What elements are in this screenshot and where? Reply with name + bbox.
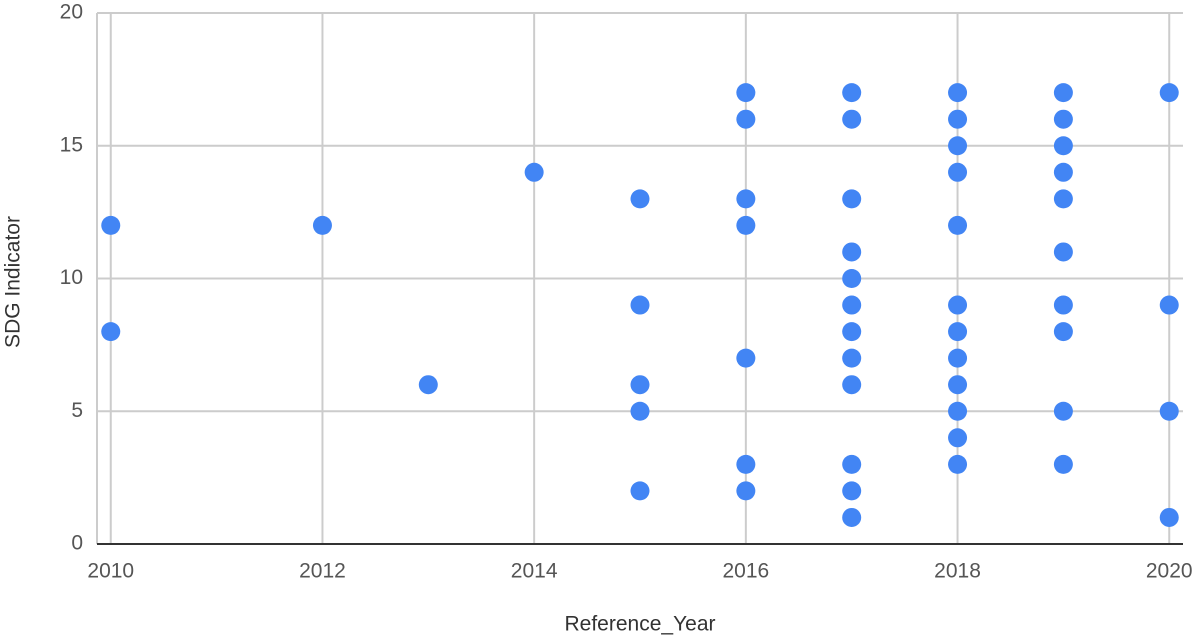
point xyxy=(736,348,756,368)
point xyxy=(1053,295,1073,315)
point xyxy=(948,428,968,448)
point xyxy=(1053,83,1073,103)
point xyxy=(948,375,968,395)
point xyxy=(736,189,756,209)
point xyxy=(1053,162,1073,182)
x-axis-title: Reference_Year xyxy=(565,613,716,636)
point xyxy=(948,136,968,156)
point xyxy=(418,375,438,395)
x-tick-label: 2010 xyxy=(87,560,134,583)
point xyxy=(1053,454,1073,474)
y-axis-title: SDG Indicator xyxy=(2,216,25,348)
point xyxy=(736,481,756,501)
y-tick-label: 15 xyxy=(60,133,83,156)
point xyxy=(101,215,121,235)
point xyxy=(630,295,650,315)
point xyxy=(736,215,756,235)
x-tick-label: 2016 xyxy=(722,560,769,583)
point xyxy=(842,454,862,474)
point xyxy=(948,83,968,103)
point xyxy=(101,322,121,342)
x-tick-label: 2020 xyxy=(1146,560,1193,583)
x-tick-label: 2012 xyxy=(299,560,346,583)
point xyxy=(630,481,650,501)
point xyxy=(630,189,650,209)
point xyxy=(1159,507,1179,527)
point xyxy=(842,348,862,368)
point xyxy=(842,109,862,129)
point xyxy=(842,375,862,395)
point xyxy=(1053,136,1073,156)
x-tick-label: 2018 xyxy=(934,560,981,583)
point xyxy=(842,481,862,501)
point xyxy=(736,109,756,129)
point xyxy=(842,83,862,103)
y-tick-label: 10 xyxy=(60,266,83,289)
point xyxy=(842,295,862,315)
point xyxy=(948,348,968,368)
point xyxy=(1053,189,1073,209)
point xyxy=(948,401,968,421)
point xyxy=(1159,83,1179,103)
point xyxy=(1053,322,1073,342)
point xyxy=(948,322,968,342)
point xyxy=(1053,242,1073,262)
point xyxy=(1053,401,1073,421)
point xyxy=(948,295,968,315)
y-tick-label: 5 xyxy=(71,399,83,422)
point xyxy=(948,162,968,182)
point xyxy=(842,322,862,342)
point xyxy=(948,454,968,474)
y-tick-label: 0 xyxy=(71,532,83,555)
point xyxy=(312,215,332,235)
point xyxy=(842,189,862,209)
point xyxy=(1159,401,1179,421)
point xyxy=(842,507,862,527)
point xyxy=(842,242,862,262)
point xyxy=(1053,109,1073,129)
point xyxy=(736,454,756,474)
point xyxy=(630,375,650,395)
point xyxy=(630,401,650,421)
point xyxy=(948,215,968,235)
x-tick-label: 2014 xyxy=(511,560,558,583)
point xyxy=(1159,295,1179,315)
point xyxy=(842,269,862,288)
y-tick-label: 20 xyxy=(60,1,83,24)
point xyxy=(524,162,544,182)
point xyxy=(948,109,968,129)
point xyxy=(736,83,756,103)
